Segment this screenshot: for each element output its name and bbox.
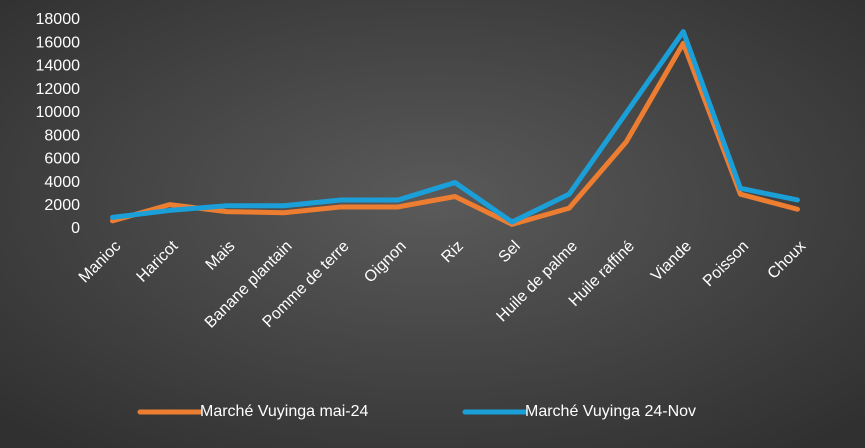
y-tick-label: 12000 [36,81,81,98]
y-tick-label: 0 [71,220,80,237]
series-line [110,40,800,227]
series-line [110,29,800,225]
y-tick-label: 6000 [44,151,80,168]
y-tick-label: 2000 [44,197,80,214]
y-tick-label: 10000 [36,104,81,121]
y-tick-label: 18000 [36,11,81,28]
y-tick-label: 14000 [36,58,81,75]
y-tick-label: 16000 [36,34,81,51]
y-tick-label: 4000 [44,174,80,191]
y-tick-label: 8000 [44,127,80,144]
legend-label: Marché Vuyinga 24-Nov [525,403,696,420]
legend-label: Marché Vuyinga mai-24 [200,403,368,420]
